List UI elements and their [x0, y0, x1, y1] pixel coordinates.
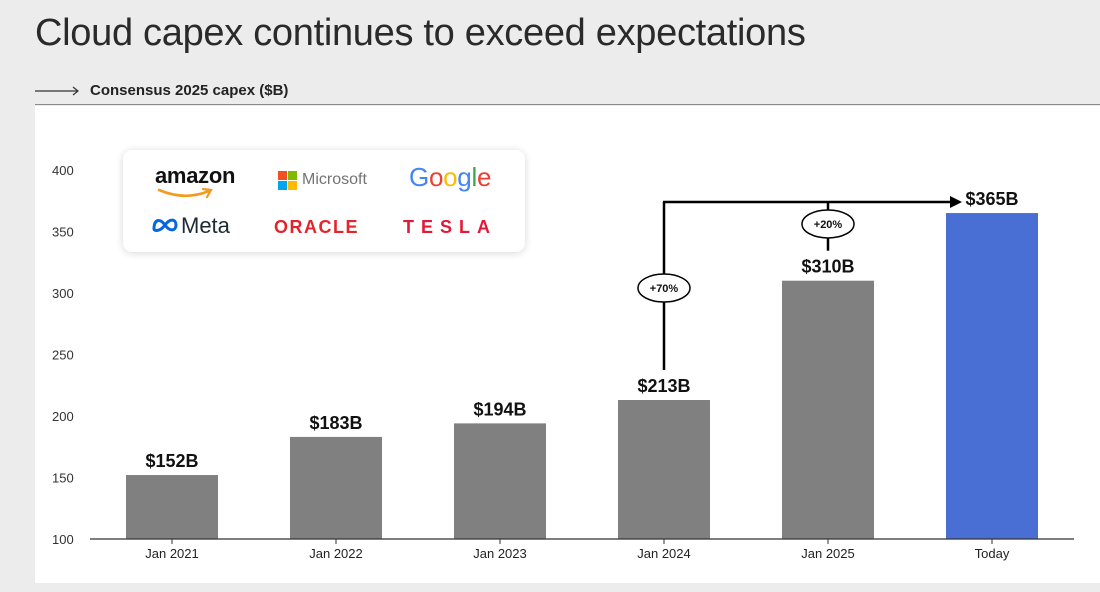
amazon-smile-icon [157, 188, 213, 199]
bar-value-label: $194B [473, 399, 526, 419]
bars: $152B $183B $194B $213B $310B $365B [126, 189, 1038, 540]
x-tick-label: Jan 2024 [637, 546, 691, 561]
x-tick-label: Today [975, 546, 1010, 561]
amazon-logo: amazon [155, 163, 236, 188]
bar [126, 475, 218, 539]
arrow-right-icon [35, 86, 79, 96]
y-tick-label: 100 [52, 532, 74, 547]
y-tick-label: 350 [52, 225, 74, 240]
bar-value-label: $152B [145, 451, 198, 471]
google-logo: Google [409, 162, 492, 192]
oracle-logo: ORACLE [274, 217, 359, 237]
bar [946, 213, 1038, 540]
x-tick-label: Jan 2023 [473, 546, 527, 561]
y-tick-label: 300 [52, 286, 74, 301]
bar [290, 436, 382, 539]
growth-annotations: +70% +20% [637, 196, 962, 371]
page-title: Cloud capex continues to exceed expectat… [35, 12, 806, 54]
tesla-logo: TESLA [403, 217, 498, 237]
y-tick-label: 200 [52, 409, 74, 424]
arrow-head-icon [950, 196, 962, 209]
x-tick-label: Jan 2025 [801, 546, 855, 561]
x-axis: Jan 2021 Jan 2022 Jan 2023 Jan 2024 Jan 2025… [90, 538, 1074, 561]
annotation-label: +20% [814, 219, 843, 231]
meta-infinity-icon [152, 218, 178, 232]
company-logos-box: amazon Microsoft Google Meta ORACLE TESL… [123, 150, 525, 252]
bar [618, 400, 710, 539]
y-tick-label: 400 [52, 163, 74, 178]
microsoft-squares-icon [278, 171, 297, 190]
annotation-pill [801, 209, 855, 239]
bar [454, 423, 546, 539]
y-tick-label: 250 [52, 348, 74, 363]
y-tick-label: 150 [52, 471, 74, 486]
bar-value-label: $365B [965, 189, 1018, 209]
meta-logo: Meta [181, 213, 230, 238]
bar-value-label: $183B [309, 413, 362, 433]
microsoft-logo: Microsoft [302, 171, 367, 188]
x-tick-label: Jan 2022 [309, 546, 363, 561]
bar [782, 280, 874, 539]
subtitle-row: Consensus 2025 capex ($B) [35, 82, 1100, 106]
y-axis: 100 150 200 250 300 350 400 [52, 163, 74, 547]
bar-value-label: $213B [637, 376, 690, 396]
bar-value-label: $310B [801, 257, 854, 277]
annotation-label: +70% [650, 283, 679, 295]
header-divider [35, 104, 1100, 105]
annotation-pill [637, 273, 691, 303]
chart-subtitle: Consensus 2025 capex ($B) [90, 82, 289, 99]
x-tick-label: Jan 2021 [145, 546, 199, 561]
